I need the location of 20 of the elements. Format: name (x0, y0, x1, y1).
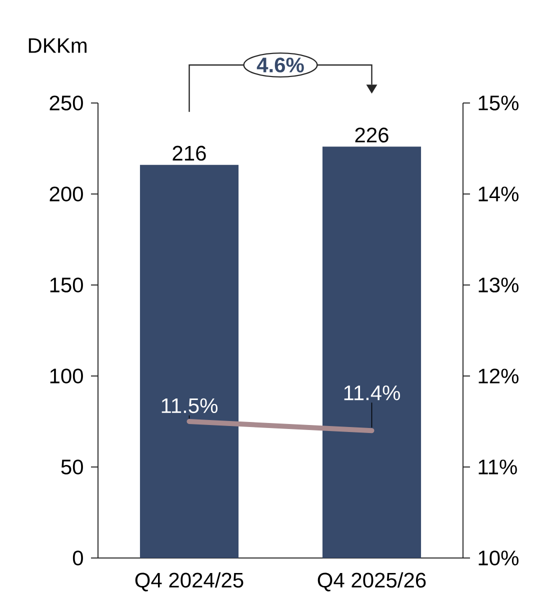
y2-tick-label: 14% (478, 186, 518, 202)
y-axis-title: DKKm (28, 38, 86, 53)
y2-tick-label: 13% (478, 278, 518, 292)
data-label: 11.4% (344, 386, 400, 400)
y-tick-label: 0 (72, 550, 83, 566)
data-label: 226 (355, 128, 388, 142)
y-tick-label: 50 (61, 460, 83, 474)
x-tick-label: Q4 2025/26 (318, 572, 426, 592)
y2-tick-label: 10% (478, 550, 518, 566)
data-label: 216 (172, 146, 206, 161)
y-tick-label: 200 (50, 186, 83, 202)
data-label: 11.5% (162, 398, 218, 414)
y2-tick-label: 11% (478, 460, 517, 474)
x-tick-label: Q4 2024/25 (135, 572, 244, 592)
y-tick-label: 150 (50, 278, 83, 292)
y2-tick-label: 15% (478, 96, 518, 110)
y-tick-label: 100 (50, 368, 83, 384)
y-tick-label: 250 (50, 96, 83, 110)
text: 4.6% (256, 58, 304, 72)
y2-tick-label: 12% (478, 368, 518, 384)
